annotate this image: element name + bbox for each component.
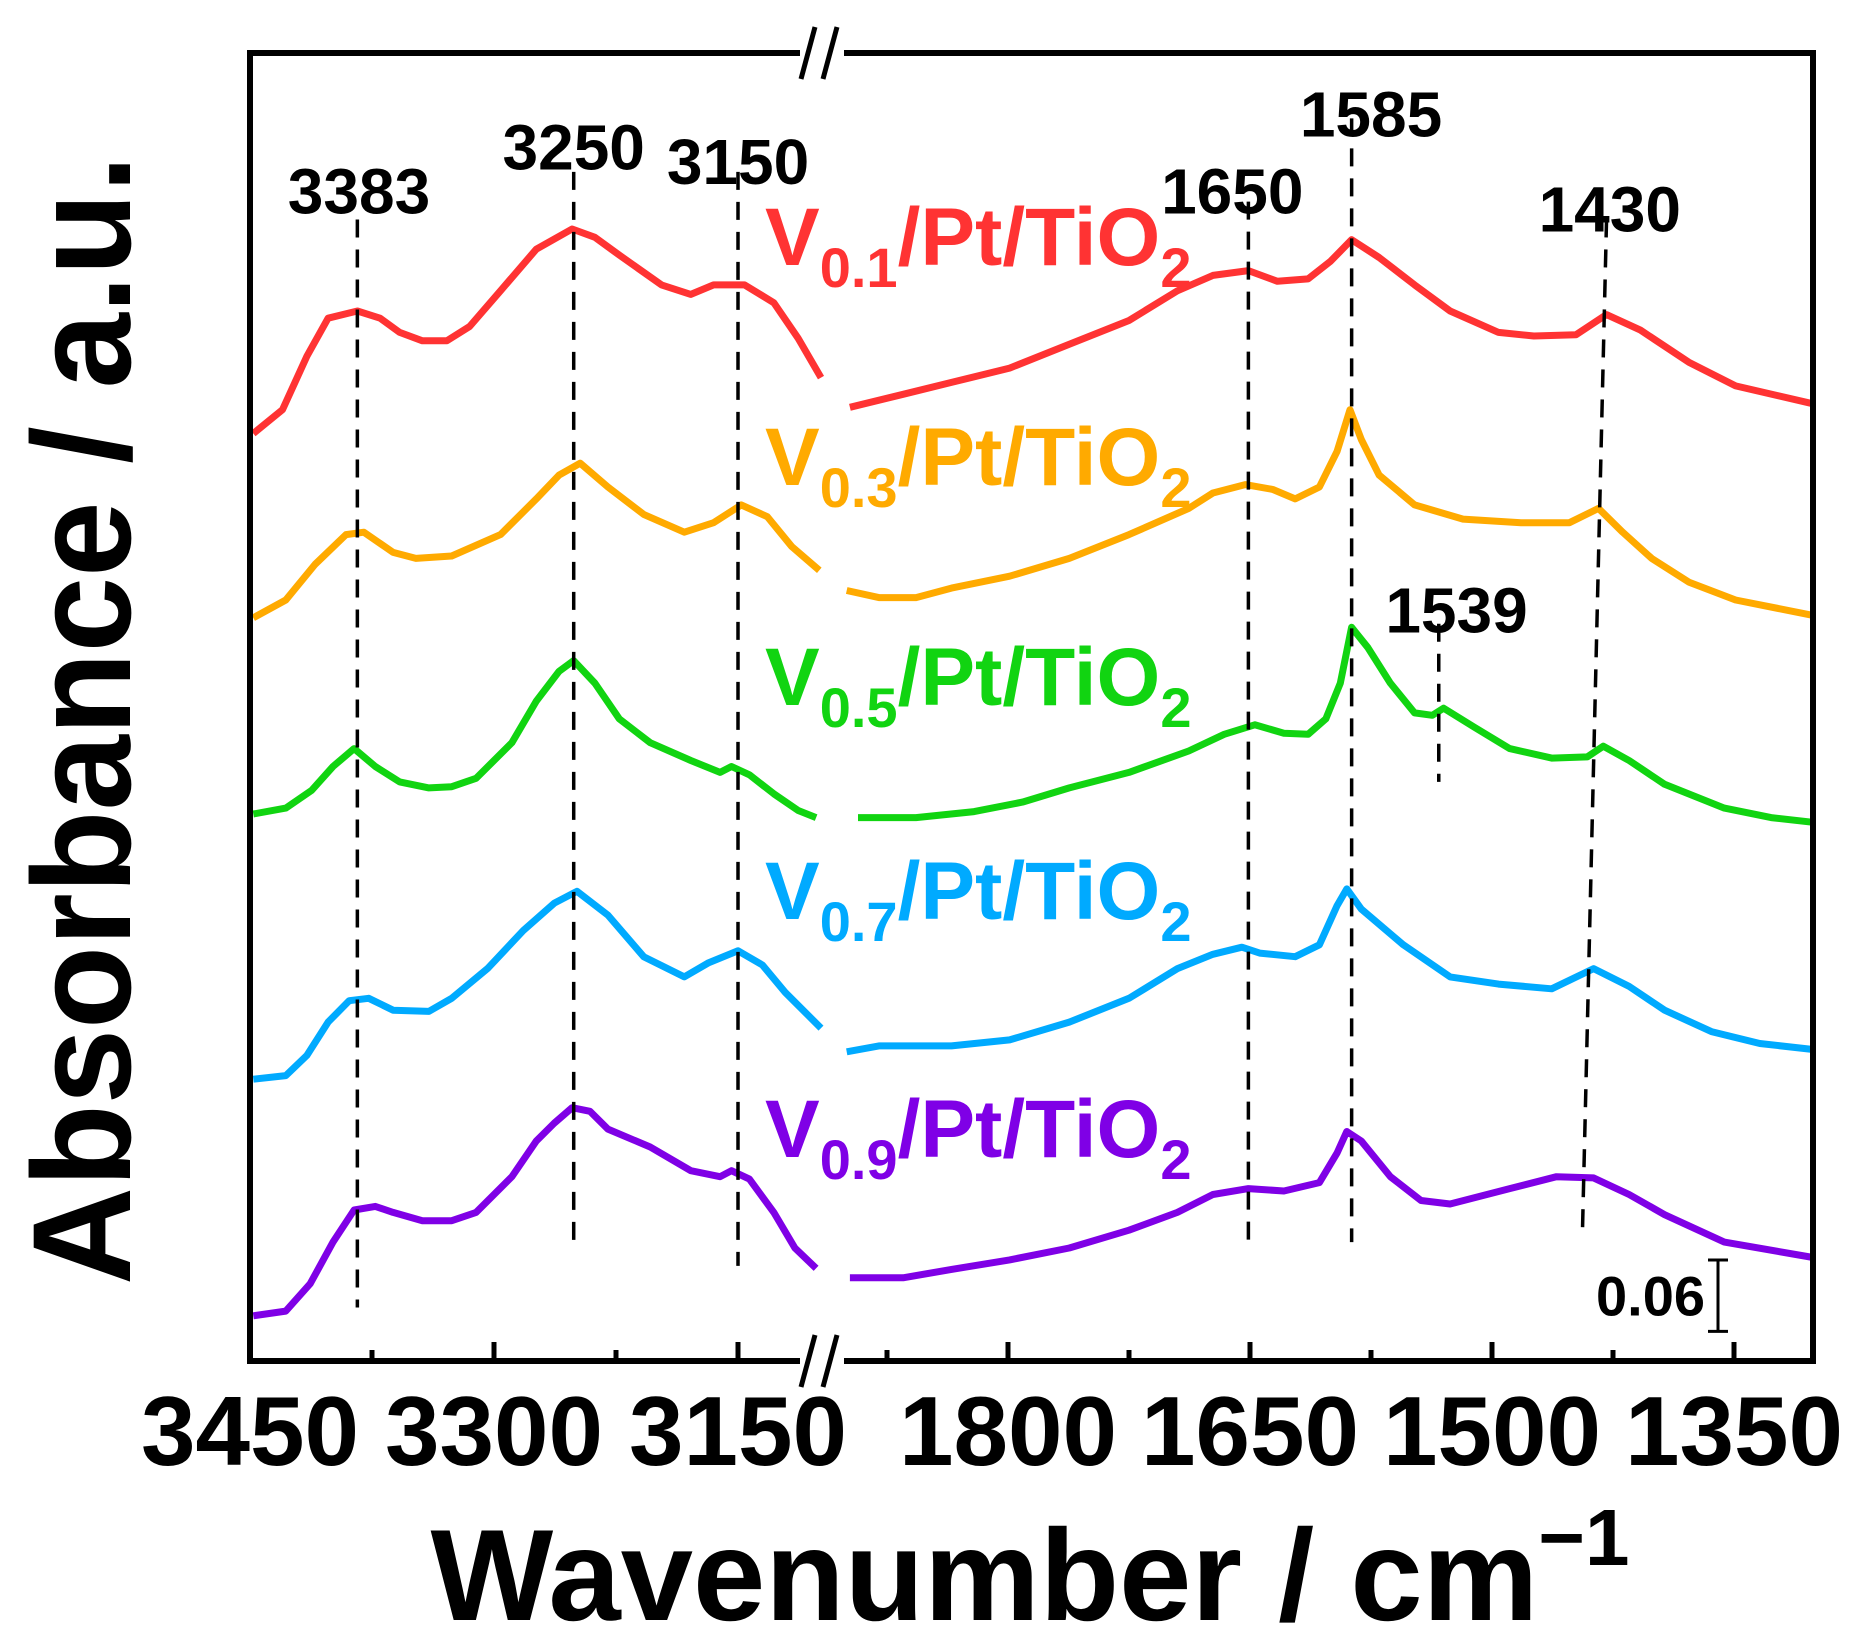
peak-label: 1585 [1300,78,1442,150]
x-tick-label: 1650 [1141,1376,1359,1486]
peak-label: 1539 [1385,574,1527,646]
series-label: V0.1/Pt/TiO2 [765,192,1191,299]
series-label-part: 0.1 [820,236,898,299]
peak-label: 3150 [667,126,809,198]
series-line-left [251,459,822,621]
series-label-part: 2 [1160,456,1191,519]
break-slash [798,1334,818,1388]
series-label-part: /Pt/TiO [898,412,1161,503]
series-line-left [251,225,825,437]
break-slash [820,26,840,80]
series-line-right [845,406,1814,619]
peak-label: 1430 [1539,174,1681,246]
peak-label: 1650 [1161,156,1303,228]
x-tick-label: 1800 [899,1376,1117,1486]
series-label: V0.5/Pt/TiO2 [765,632,1191,739]
series-label-part: V [765,192,820,283]
peak-label: 3383 [288,156,430,228]
series-line-right [849,1128,1814,1282]
series-line-left [252,887,824,1083]
series-label-part: 0.3 [820,456,898,519]
series-label-part: V [765,846,820,937]
series-label: V0.9/Pt/TiO2 [765,1084,1191,1191]
series-line-right [846,885,1814,1056]
series-line-right [858,623,1814,826]
series-label-part: /Pt/TiO [898,192,1161,283]
series-label-part: 2 [1160,1128,1191,1191]
series-label: V0.3/Pt/TiO2 [765,412,1191,519]
x-tick-label: 3450 [141,1376,359,1486]
spectra-curves [251,225,1814,1320]
plot-frame [247,50,1816,1364]
series-label-part: 2 [1160,236,1191,299]
series-label-part: V [765,412,820,503]
series-label-part: /Pt/TiO [898,846,1161,937]
break-slash [820,1334,840,1388]
break-slash [798,26,818,80]
series-label-part: V [765,1084,820,1175]
x-axis-label: Wavenumber / cm−1 [431,1493,1630,1637]
x-axis-label-sup: −1 [1538,1493,1629,1582]
series-label-part: V [765,632,820,723]
x-tick-label: 3150 [629,1376,847,1486]
x-axis-label-main: Wavenumber / cm [431,1502,1539,1637]
scale-bar: 0.06 [1596,1258,1728,1333]
series-label-part: 0.9 [820,1128,898,1191]
series-line-left [252,657,818,821]
scale-bar-label: 0.06 [1596,1265,1705,1328]
y-axis-label: Absorbance / a.u. [3,155,160,1285]
series-label-part: /Pt/TiO [898,632,1161,723]
series-label: V0.7/Pt/TiO2 [765,846,1191,953]
axis-break-marks [798,26,844,1388]
x-tick-label: 3300 [385,1376,603,1486]
series-label-part: 0.5 [820,676,898,739]
peak-label: 3250 [503,112,645,184]
x-tick-label: 1500 [1383,1376,1601,1486]
series-line-left [252,1104,819,1320]
series-label-part: 2 [1160,890,1191,953]
x-tick-label: 1350 [1625,1376,1843,1486]
peak-marker-line [1580,219,1609,1237]
series-label-part: 2 [1160,676,1191,739]
series-label-part: 0.7 [820,890,898,953]
series-line-right [849,236,1814,411]
x-ticks: 3450 3300 3150 1800 1650 1500 1350 [141,1342,1843,1486]
series-label-part: /Pt/TiO [898,1084,1161,1175]
series-labels: V0.1/Pt/TiO2V0.3/Pt/TiO2V0.5/Pt/TiO2V0.7… [765,192,1191,1191]
